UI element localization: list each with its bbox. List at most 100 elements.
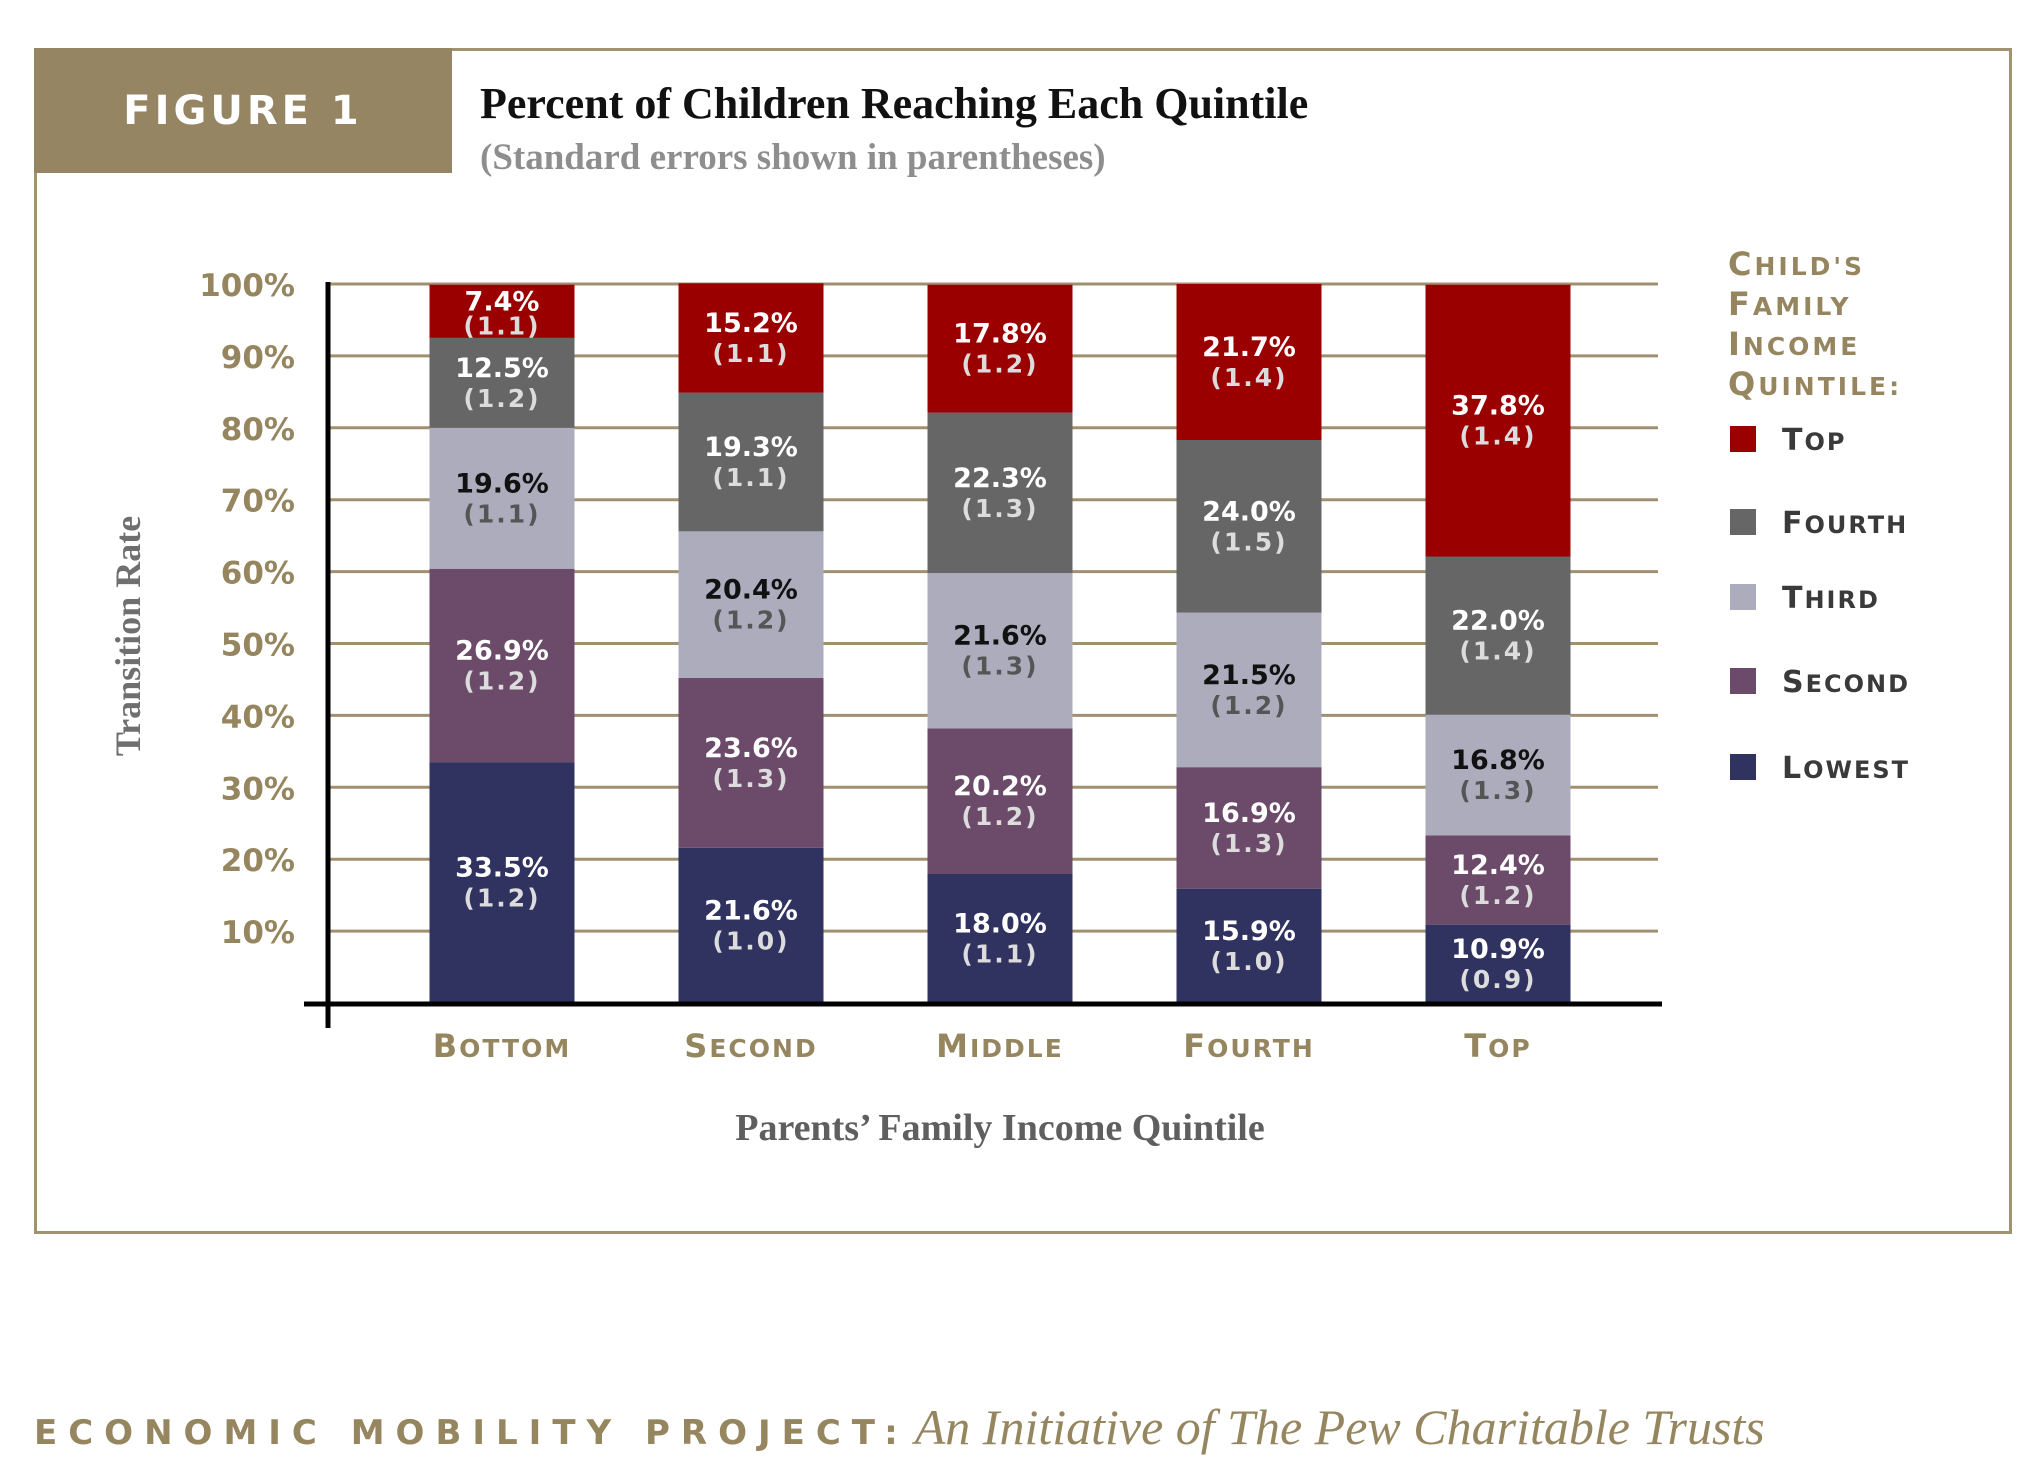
- bar-segment-lowest: [927, 873, 1073, 1003]
- data-label: 18.0%: [953, 908, 1047, 939]
- data-label: 24.0%: [1202, 496, 1296, 527]
- bar-segment-second: [1176, 767, 1322, 889]
- legend-label-top: TOP: [1782, 423, 1846, 458]
- standard-error-label: (1.2): [1210, 691, 1287, 720]
- x-tick-label: SECOND: [684, 1027, 817, 1065]
- chart-subtitle: (Standard errors shown in parentheses): [480, 137, 1106, 178]
- legend-title-line: QUINTILE:: [1728, 365, 1902, 403]
- standard-error-label: (1.3): [961, 494, 1038, 523]
- standard-error-label: (0.9): [1459, 965, 1536, 994]
- x-tick-label: FOURTH: [1183, 1027, 1315, 1065]
- legend-label-fourth: FOURTH: [1782, 506, 1908, 541]
- legend-swatch-top: [1730, 426, 1756, 452]
- data-label: 22.3%: [953, 463, 1047, 494]
- bar-segment-fourth: [1176, 440, 1322, 613]
- y-tick-label: 60%: [221, 556, 295, 592]
- standard-error-label: (1.2): [961, 350, 1038, 379]
- legend-swatch-fourth: [1730, 509, 1756, 535]
- bar-segment-third: [1176, 612, 1322, 768]
- bar-segment-second: [429, 568, 575, 763]
- data-label: 19.6%: [455, 468, 549, 499]
- axes: [304, 282, 1662, 1028]
- footer: ECONOMIC MOBILITY PROJECT: An Initiative …: [34, 1398, 1765, 1456]
- standard-error-label: (1.2): [712, 606, 789, 635]
- legend-label-third: THIRD: [1782, 581, 1880, 616]
- bar-segment-third: [678, 531, 824, 679]
- data-label: 12.4%: [1451, 850, 1545, 881]
- data-label: 21.6%: [953, 621, 1047, 652]
- y-tick-label: 90%: [221, 340, 295, 376]
- data-label: 15.2%: [704, 308, 798, 339]
- bar-segment-lowest: [429, 762, 575, 1003]
- data-labels: 33.5%(1.2)26.9%(1.2)19.6%(1.1)12.5%(1.2)…: [455, 287, 1545, 994]
- data-label: 17.8%: [953, 319, 1047, 350]
- standard-error-label: (1.4): [1210, 363, 1287, 392]
- data-label: 37.8%: [1451, 391, 1545, 422]
- bar-segment-fourth: [1425, 556, 1571, 715]
- standard-error-label: (1.1): [463, 312, 540, 341]
- bar-segment-lowest: [1176, 888, 1322, 1003]
- chart-title: Percent of Children Reaching Each Quinti…: [480, 79, 1309, 128]
- standard-error-label: (1.2): [463, 666, 540, 695]
- standard-error-label: (1.2): [463, 384, 540, 413]
- bars: [429, 283, 1571, 1003]
- bar-segment-top: [678, 283, 824, 393]
- standard-error-label: (1.3): [1210, 829, 1287, 858]
- y-tick-label: 40%: [221, 699, 295, 735]
- stacked-bar-chart: 33.5%(1.2)26.9%(1.2)19.6%(1.1)12.5%(1.2)…: [108, 245, 1910, 1149]
- bar-segment-top: [429, 284, 575, 338]
- data-label: 16.9%: [1202, 798, 1296, 829]
- legend-title-line: INCOME: [1728, 325, 1860, 363]
- footer-project-name: ECONOMIC MOBILITY PROJECT:: [34, 1413, 909, 1453]
- tick-labels: 10% 20% 30% 40% 50% 60% 70% 80% 90% 100% BOTTOM SEC…: [199, 268, 1529, 1065]
- data-label: 19.3%: [704, 432, 798, 463]
- x-tick-label: MIDDLE: [936, 1027, 1064, 1065]
- legend-swatch-lowest: [1730, 754, 1756, 780]
- standard-error-label: (1.1): [961, 939, 1038, 968]
- legend-swatch-third: [1730, 584, 1756, 610]
- bar-segment-lowest: [1425, 924, 1571, 1003]
- bar-segment-second: [1425, 835, 1571, 925]
- standard-error-label: (1.1): [712, 463, 789, 492]
- data-label: 23.6%: [704, 733, 798, 764]
- standard-error-label: (1.2): [961, 802, 1038, 831]
- bar-segment-third: [429, 427, 575, 569]
- x-axis-label: Parents’ Family Income Quintile: [735, 1107, 1264, 1149]
- y-tick-label: 70%: [221, 484, 295, 520]
- data-label: 33.5%: [455, 853, 549, 884]
- bar-segment-third: [927, 573, 1073, 729]
- bar-segment-fourth: [678, 392, 824, 532]
- standard-error-label: (1.3): [712, 764, 789, 793]
- standard-error-label: (1.4): [1459, 422, 1536, 451]
- y-axis-label: Transition Rate: [108, 516, 148, 756]
- y-tick-label: 20%: [221, 843, 295, 879]
- standard-error-label: (1.2): [463, 884, 540, 913]
- standard-error-label: (1.0): [1210, 947, 1287, 976]
- data-label: 21.5%: [1202, 660, 1296, 691]
- data-label: 20.4%: [704, 575, 798, 606]
- bar-segment-top: [1176, 284, 1322, 441]
- legend-swatch-second: [1730, 668, 1756, 694]
- data-label: 16.8%: [1451, 745, 1545, 776]
- y-tick-label: 80%: [221, 412, 295, 448]
- standard-error-label: (1.3): [1459, 776, 1536, 805]
- data-label: 7.4%: [465, 287, 540, 318]
- bar-segment-lowest: [678, 847, 824, 1003]
- bar-segment-top: [927, 284, 1073, 413]
- bar-segment-top: [1425, 284, 1571, 557]
- standard-error-label: (1.1): [463, 499, 540, 528]
- legend-label-second: SECOND: [1782, 665, 1910, 700]
- standard-error-label: (1.5): [1210, 527, 1287, 556]
- y-tick-label: 10%: [221, 915, 295, 951]
- bar-segment-second: [678, 678, 824, 848]
- standard-error-label: (1.2): [1459, 881, 1536, 910]
- y-tick-label: 30%: [221, 771, 295, 807]
- legend-label-lowest: LOWEST: [1782, 751, 1910, 786]
- legend-title-line: CHILD'S: [1728, 245, 1865, 283]
- standard-error-label: (1.4): [1459, 637, 1536, 666]
- legend-title-line: FAMILY: [1728, 285, 1852, 323]
- data-label: 20.2%: [953, 771, 1047, 802]
- bar-segment-fourth: [429, 337, 575, 428]
- data-label: 22.0%: [1451, 606, 1545, 637]
